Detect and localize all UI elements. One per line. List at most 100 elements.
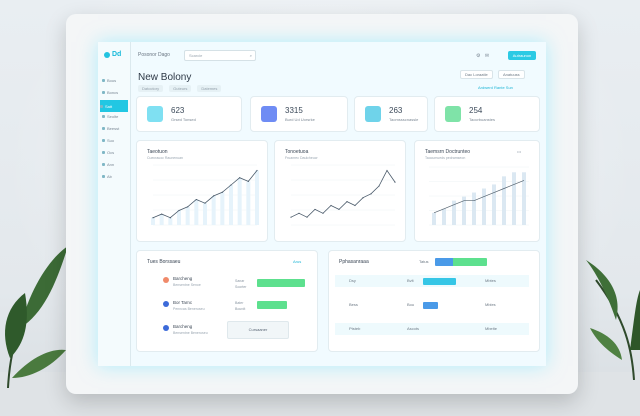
sidebar-item-1[interactable]: Bous	[102, 76, 126, 84]
list-item[interactable]: Bor Tarnc Penncas Beneruseu	[157, 299, 227, 321]
home-icon	[102, 78, 105, 82]
kpi-card-3[interactable]: 263 Taomssscnassle	[354, 96, 428, 132]
chart-panel-2: Tonoetuoa Fruanrec Daulcheucr	[274, 140, 406, 242]
table-row[interactable]: Bess Bou Mbles	[335, 299, 529, 311]
data-point	[290, 216, 292, 218]
list-panel-button[interactable]: Cursaaner	[227, 321, 289, 339]
data-point	[169, 217, 171, 219]
chart-3-more-icon[interactable]: •••	[517, 149, 522, 154]
table-cell-1: Dsy	[349, 278, 356, 283]
table-cell-2: Ascots	[407, 326, 420, 331]
progress-label: Bater	[235, 301, 244, 305]
list-item-sub: Bensentne Beneruseu	[173, 331, 208, 335]
grid-icon	[102, 90, 105, 94]
data-point	[195, 198, 197, 201]
chart-2-title: Tonoetuoa	[285, 149, 309, 155]
bar	[432, 212, 436, 225]
data-point	[298, 212, 300, 214]
table-row-bar	[423, 302, 438, 309]
doc-icon	[102, 126, 105, 130]
series-line	[433, 180, 525, 214]
header-icons: ⚙ ✉	[476, 53, 489, 59]
right-plant	[586, 260, 640, 380]
list-icon	[102, 150, 105, 154]
tab-1[interactable]: Datoctory	[138, 85, 164, 92]
data-point	[239, 177, 241, 179]
progress-fill	[257, 279, 305, 287]
tab-2[interactable]: Guteurs	[169, 85, 192, 92]
app-logo[interactable]: Dd	[112, 51, 122, 58]
table-row[interactable]: Ptsteb Ascots Mbelte	[335, 323, 529, 335]
kpi-card-4[interactable]: 254 Taocrbuanstes	[434, 96, 540, 132]
sidebar-item-label: Ocs	[107, 149, 115, 155]
sidebar-item-3[interactable]: Satt	[100, 100, 128, 112]
list-panel-more-link[interactable]: Arus	[293, 259, 302, 264]
table-cell-1: Bess	[349, 302, 358, 307]
area-column	[177, 210, 181, 225]
data-point	[204, 202, 206, 204]
data-point	[314, 208, 316, 211]
sidebar-item-2[interactable]: Boncs	[102, 88, 126, 96]
bar	[462, 196, 466, 225]
sidebar-item-7[interactable]: Ocs	[102, 148, 126, 156]
chart-3-title: Taemsrn Doctrunteo	[425, 149, 471, 155]
data-point	[161, 213, 163, 215]
data-point	[213, 195, 215, 197]
settings-icon[interactable]: ⚙	[476, 53, 481, 59]
sidebar-item-5[interactable]: Beesst	[102, 124, 126, 132]
logo-icon	[104, 52, 110, 58]
chart-1-subtitle: Cuecrauoc Raunenuan	[147, 156, 183, 160]
sidebar-item-6[interactable]: Suo	[102, 136, 126, 144]
data-point	[187, 206, 189, 208]
bar	[482, 188, 486, 225]
data-point	[330, 204, 332, 207]
sidebar-item-label: Bous	[107, 77, 117, 83]
table-legend-bar	[435, 258, 487, 266]
tab-3[interactable]: Datemes	[197, 85, 222, 92]
sidebar-item-9[interactable]: Ab	[102, 172, 126, 180]
table-cell-2: Bou	[407, 302, 415, 307]
tab-bar: Datoctory Guteurs Datemes	[138, 85, 222, 92]
bar	[472, 192, 476, 225]
avatar	[163, 301, 169, 307]
list-item[interactable]: Barcheng Bensentne Senoe	[157, 275, 227, 297]
progress-fill	[257, 301, 287, 309]
data-point	[362, 197, 364, 199]
sidebar-item-label: Boncs	[107, 89, 119, 95]
data-point	[256, 169, 258, 172]
sidebar-item-8[interactable]: Ann	[102, 160, 126, 168]
table-cell-3: Mbles	[485, 302, 496, 307]
sidebar-item-label: Suo	[107, 137, 115, 143]
sidebar-item-4[interactable]: Seolte	[102, 112, 126, 120]
chart-3-svg	[429, 166, 529, 226]
filter-analytics-select[interactable]: Anatuuss	[498, 70, 525, 79]
list-item-sub: Penncas Beneruseu	[173, 307, 205, 311]
kpi-card-2[interactable]: 3315 Burd Ud Uorsrke	[250, 96, 348, 132]
chart-1-svg	[151, 164, 259, 226]
search-icon: ⌕	[249, 53, 252, 58]
chart-icon	[100, 104, 103, 108]
kpi-label: Taomssscnassle	[389, 117, 419, 122]
settings-icon	[102, 114, 105, 118]
area-column	[220, 192, 225, 225]
filter-link[interactable]: Ardwerd Rante Sun	[478, 85, 513, 90]
avatar	[163, 325, 169, 331]
header-action-button[interactable]: Autraunon	[508, 51, 536, 60]
progress-row: Sanar Soorter	[225, 279, 305, 295]
sidebar-item-label: Ann	[107, 161, 115, 167]
kpi-card-1[interactable]: 623 Grsed Tonsed	[136, 96, 242, 132]
data-point	[394, 181, 396, 183]
area-column	[151, 217, 155, 225]
list-item[interactable]: Barcheng Bensentne Beneruseu	[157, 323, 227, 345]
search-input[interactable]: Scarcie ⌕	[184, 50, 256, 61]
table-row-bar	[423, 278, 456, 285]
dashboard-screen: Dd Bous Boncs Satt Seolte Beesst Suo Ocs Ann Ab …	[98, 42, 546, 366]
mail-icon[interactable]: ✉	[484, 53, 490, 59]
chart-panel-3: Taemsrn Doctrunteo Taocumueds pedramseon…	[414, 140, 540, 242]
sidebar: Dd Bous Boncs Satt Seolte Beesst Suo Ocs Ann Ab	[98, 42, 131, 366]
kpi-value: 3315	[285, 106, 303, 115]
area-column	[168, 217, 173, 225]
table-row[interactable]: Dsy Bvlt Mbtes	[335, 275, 529, 287]
list-item-name: Barcheng	[173, 276, 193, 281]
filter-date-select[interactable]: Dac Loraatle	[460, 70, 493, 79]
